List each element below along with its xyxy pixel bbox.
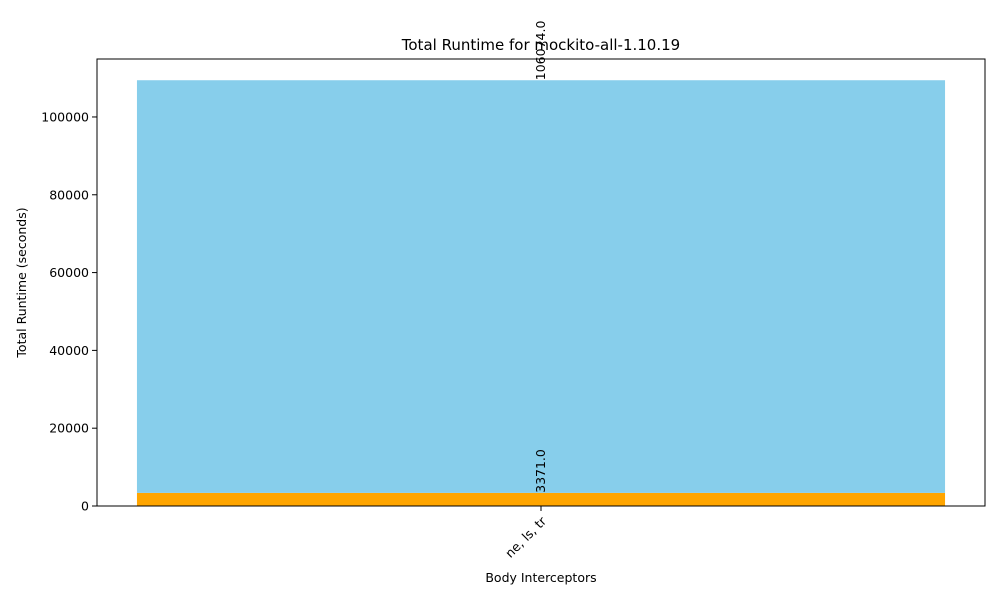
- y-tick-label: 40000: [49, 343, 89, 358]
- chart-title: Total Runtime for mockito-all-1.10.19: [401, 36, 680, 54]
- y-tick-label: 0: [81, 499, 89, 514]
- y-tick-label: 20000: [49, 421, 89, 436]
- plot-frame: [96, 58, 986, 507]
- plot-area: 3371.0 106074.0 ne, ls, tr 0 20000 40000 60000…: [41, 21, 986, 561]
- data-label-1: 3371.0: [533, 449, 548, 493]
- bar-segment-2: [136, 80, 946, 493]
- x-axis-title: Body Interceptors: [485, 570, 596, 585]
- data-label-2: 106074.0: [533, 21, 548, 81]
- y-axis-title: Total Runtime (seconds): [14, 207, 29, 358]
- y-tick-label: 60000: [49, 265, 89, 280]
- y-tick-label: 80000: [49, 187, 89, 202]
- y-tick-label: 100000: [41, 109, 89, 124]
- x-tick-label: ne, ls, tr: [502, 513, 550, 561]
- bar-segment-1: [136, 492, 946, 506]
